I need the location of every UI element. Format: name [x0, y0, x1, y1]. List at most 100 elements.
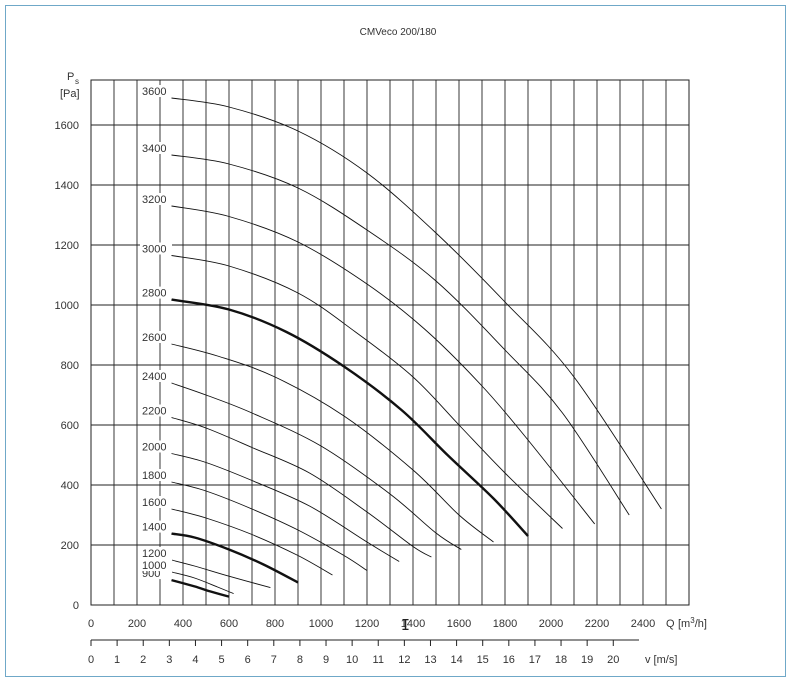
v-tick-label: 10: [346, 654, 358, 666]
curve-label-1200: 1200: [142, 548, 166, 560]
v-tick-label: 6: [245, 654, 251, 666]
x-tick-label: 2200: [585, 618, 609, 630]
x-tick-label: 1800: [493, 618, 517, 630]
chart-frame: [5, 5, 786, 677]
x-tick-label: 1600: [447, 618, 471, 630]
y-axis-symbol: P: [67, 71, 74, 83]
curve-label-bg: [140, 286, 172, 299]
curve-1800: [171, 481, 368, 571]
curves: [171, 97, 662, 598]
v-tick-label: 11: [373, 654, 384, 666]
x-tick-label: 200: [128, 618, 146, 630]
q-axis-unit: [m3/h]: [678, 616, 707, 630]
curve-label-bg: [140, 547, 172, 559]
curve-2800: [171, 298, 529, 537]
curve-2600: [171, 343, 494, 543]
curve-label-1800: 1800: [142, 470, 166, 482]
curve-3000: [171, 255, 563, 529]
v-tick-label: 4: [192, 654, 198, 666]
v-tick-label: 8: [297, 654, 303, 666]
v-tick-label: 14: [450, 654, 462, 666]
v-tick-label: 5: [219, 654, 225, 666]
curve-label-1000: 1000: [142, 560, 166, 572]
text-cursor-icon: I: [401, 616, 410, 634]
curve-label-bg: [140, 85, 172, 97]
curve-label-1600: 1600: [142, 497, 166, 509]
curve-1000: [171, 571, 234, 595]
y-tick-label: 600: [61, 420, 79, 432]
v-tick-label: 16: [503, 654, 515, 666]
grid: [90, 79, 690, 606]
curve-label-1400: 1400: [142, 522, 166, 534]
v-tick-label: 3: [166, 654, 172, 666]
v-tick-label: 1: [114, 654, 120, 666]
velocity-axis: 0 1 2 3 4 5 6 7 8 9 10 11 12 13 14 15 16 17 18 19 20: [88, 639, 639, 666]
y-tick-label: 400: [61, 480, 79, 492]
v-tick-label: 17: [529, 654, 541, 666]
curve-1200: [171, 559, 271, 589]
y-tick-label: 0: [73, 600, 79, 612]
v-tick-label: 9: [323, 654, 329, 666]
curve-1600: [171, 508, 333, 576]
x-tick-label: 1400: [401, 618, 425, 630]
y-tick-label: 200: [61, 540, 79, 552]
curve-label-bg: [140, 440, 172, 453]
curve-label-bg: [140, 520, 172, 533]
curve-label-bg: [140, 404, 172, 417]
x-tick-label: 600: [220, 618, 238, 630]
curve-2200: [171, 417, 432, 558]
v-tick-label: 20: [607, 654, 619, 666]
curve-label-2200: 2200: [142, 406, 166, 418]
x-tick-labels: 0 200 400 600 800 1000 1200 1400 1600 1800 2000 220…: [88, 618, 655, 630]
v-tick-label: 19: [581, 654, 593, 666]
x-tick-label: 2400: [631, 618, 655, 630]
v-tick-label: 15: [477, 654, 489, 666]
curve-label-2800: 2800: [142, 288, 166, 300]
chart-title: CMVeco 200/180: [360, 27, 437, 38]
y-tick-label: 1200: [55, 240, 79, 252]
curve-2000: [171, 453, 400, 562]
curve-900: [171, 578, 230, 598]
curve-label-2600: 2600: [142, 332, 166, 344]
y-axis-unit: [Pa]: [60, 88, 80, 100]
curve-label-3400: 3400: [142, 143, 166, 155]
y-tick-label: 1600: [55, 120, 79, 132]
v-tick-label: 0: [88, 654, 94, 666]
v-tick-label: 12: [398, 654, 410, 666]
v-tick-label: 7: [271, 654, 277, 666]
y-axis-subscript: s: [75, 77, 79, 86]
curve-label-bg: [140, 496, 172, 508]
curve-label-3600: 3600: [142, 86, 166, 98]
curve-label-bg: [140, 331, 172, 343]
y-tick-label: 1400: [55, 180, 79, 192]
y-tick-label: 1000: [55, 300, 79, 312]
curve-label-bg: [140, 142, 172, 154]
curve-label-3200: 3200: [142, 194, 166, 206]
curve-label-2400: 2400: [142, 371, 166, 383]
curve-1400: [171, 532, 299, 584]
curve-label-bg: [140, 193, 172, 205]
curve-2400: [171, 382, 462, 550]
v-axis-label: v [m/s]: [645, 654, 677, 666]
v-tick-label: 13: [424, 654, 436, 666]
curve-label-bg: [140, 469, 172, 481]
y-tick-labels: 0 200 400 600 800 1000 1200 1400 1600: [55, 120, 79, 612]
curve-3400: [171, 154, 630, 516]
curve-label-bg: [140, 242, 172, 255]
x-tick-label: 1000: [309, 618, 333, 630]
x-tick-label: 0: [88, 618, 94, 630]
curve-label-bg: [140, 559, 172, 571]
curve-label-3000: 3000: [142, 244, 166, 256]
x-tick-label: 800: [266, 618, 284, 630]
curve-label-bg: [140, 370, 172, 382]
curve-3200: [171, 205, 596, 525]
v-tick-label: 18: [555, 654, 567, 666]
v-tick-label: 2: [140, 654, 146, 666]
x-tick-label: 400: [174, 618, 192, 630]
q-axis-symbol: Q: [666, 618, 675, 630]
x-tick-label: 1200: [355, 618, 379, 630]
curve-label-2000: 2000: [142, 442, 166, 454]
y-tick-label: 800: [61, 360, 79, 372]
